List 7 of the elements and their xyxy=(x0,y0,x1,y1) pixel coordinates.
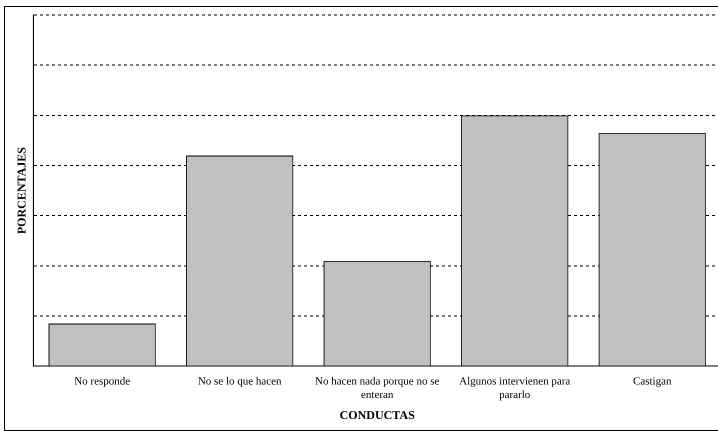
x-tick-label: Algunos intervienen para pararlo xyxy=(459,376,570,401)
x-tick-label: Castigan xyxy=(632,376,672,388)
y-axis-title: PORCENTAJES xyxy=(14,146,28,234)
x-tick-label: No hacen nada porque no se enteran xyxy=(315,376,440,401)
x-tick-label: No responde xyxy=(74,376,130,388)
x-axis-title: CONDUCTAS xyxy=(340,408,416,422)
x-tick-label: No se lo que hacen xyxy=(198,376,282,388)
